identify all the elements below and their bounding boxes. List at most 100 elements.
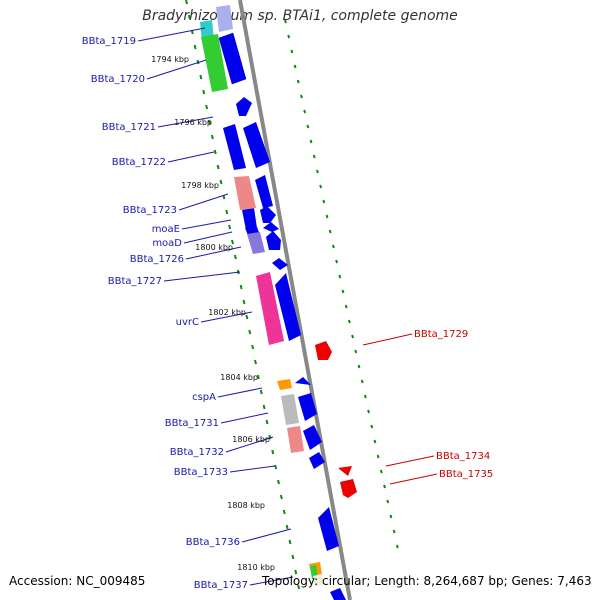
inner-track-dash bbox=[254, 359, 257, 365]
feature-BBta_1736 bbox=[318, 507, 339, 551]
outer-track-dash bbox=[338, 274, 342, 279]
feature-BBta_1734 bbox=[338, 466, 352, 476]
feature-small-3 bbox=[263, 222, 279, 232]
gene-label-BBta_1736[interactable]: BBta_1736 bbox=[186, 537, 240, 548]
gene-label-BBta_1729[interactable]: BBta_1729 bbox=[414, 329, 468, 340]
gene-label-BBta_1723[interactable]: BBta_1723 bbox=[123, 205, 177, 216]
gene-label-BBta_1721[interactable]: BBta_1721 bbox=[102, 122, 156, 133]
label-leader-line bbox=[220, 412, 269, 424]
kbp-tick-label: 1794 kbp bbox=[151, 55, 189, 64]
gene-label-BBta_1719[interactable]: BBta_1719 bbox=[82, 36, 136, 47]
outer-track-dash bbox=[379, 469, 383, 474]
inner-track-dash bbox=[185, 0, 188, 5]
outer-track-dash bbox=[303, 109, 307, 114]
outer-track-dash bbox=[360, 379, 364, 384]
gene-label-BBta_1737[interactable]: BBta_1737 bbox=[194, 580, 248, 591]
gene-label-uvrC[interactable]: uvrC bbox=[176, 317, 199, 328]
inner-track-dash bbox=[248, 329, 252, 335]
gene-label-BBta_1720[interactable]: BBta_1720 bbox=[91, 74, 145, 85]
gene-label-BBta_1731[interactable]: BBta_1731 bbox=[165, 418, 219, 429]
inner-track-dash bbox=[279, 494, 283, 500]
feature-BBta_1723-salmon bbox=[234, 176, 256, 210]
feature-BBta_1726 bbox=[266, 231, 281, 250]
feature-BBta_1720-green bbox=[201, 34, 228, 92]
kbp-tick-label: 1806 kbp bbox=[232, 435, 270, 444]
inner-track-dash bbox=[294, 569, 298, 575]
gene-label-moaE[interactable]: moaE bbox=[152, 224, 180, 235]
outer-track-dash bbox=[383, 484, 386, 489]
inner-track-dash bbox=[262, 404, 266, 410]
gene-label-BBta_1732[interactable]: BBta_1732 bbox=[170, 447, 224, 458]
feature-BBta_1720 bbox=[218, 32, 247, 85]
label-leader-line bbox=[385, 455, 435, 467]
feature-uvrC bbox=[256, 272, 284, 345]
right-labels: BBta_1729 BBta_1734 BBta_1735 bbox=[362, 329, 493, 485]
inner-track-dash bbox=[274, 464, 278, 470]
outer-track-dash bbox=[331, 244, 335, 249]
feature-BBta_1733 bbox=[309, 452, 325, 469]
outer-track-dash bbox=[354, 349, 358, 354]
genome-summary-text: Topology: circular; Length: 8,264,687 bp… bbox=[262, 574, 592, 588]
inner-track-dash bbox=[208, 119, 211, 125]
outer-track-dash bbox=[328, 229, 332, 234]
gene-label-BBta_1726[interactable]: BBta_1726 bbox=[130, 254, 184, 265]
outer-track-dash bbox=[293, 64, 297, 69]
inner-track-dash bbox=[239, 284, 243, 290]
label-leader-line bbox=[178, 193, 229, 211]
gene-label-BBta_1733[interactable]: BBta_1733 bbox=[174, 467, 228, 478]
feature-BBta_1726-purple bbox=[247, 232, 265, 254]
genome-backbone bbox=[238, 0, 352, 600]
feature-BBta_1737-fwd bbox=[330, 588, 346, 600]
colored-features bbox=[200, 20, 324, 586]
inner-track-dash bbox=[205, 104, 209, 110]
outer-track-dash bbox=[347, 319, 351, 324]
outer-track-dash bbox=[296, 79, 300, 84]
outer-track-dash bbox=[315, 169, 319, 174]
gene-label-BBta_1722[interactable]: BBta_1722 bbox=[112, 157, 166, 168]
outer-dashed-track bbox=[284, 19, 399, 549]
feature-BBta_1737-pale bbox=[313, 574, 324, 586]
feature-BBta_1719-fwd bbox=[216, 5, 233, 32]
inner-track-dash bbox=[245, 314, 249, 320]
label-leader-line bbox=[146, 59, 207, 80]
feature-BBta_1735 bbox=[340, 479, 357, 498]
outer-track-dash bbox=[373, 439, 377, 444]
gene-label-cspA[interactable]: cspA bbox=[192, 392, 216, 403]
label-leader-line bbox=[137, 27, 206, 42]
outer-track-dash bbox=[300, 94, 303, 99]
label-leader-line bbox=[249, 576, 294, 586]
outer-track-dash bbox=[322, 199, 326, 204]
outer-track-dash bbox=[341, 289, 345, 294]
gene-label-BBta_1735[interactable]: BBta_1735 bbox=[439, 469, 493, 480]
feature-cspA bbox=[277, 379, 292, 390]
inner-track-dash bbox=[187, 14, 191, 20]
kbp-tick-label: 1804 kbp bbox=[220, 373, 258, 382]
kbp-tick-label: 1800 kbp bbox=[195, 243, 233, 252]
gene-label-BBta_1734[interactable]: BBta_1734 bbox=[436, 451, 490, 462]
outer-track-dash bbox=[376, 454, 380, 459]
label-leader-line bbox=[362, 333, 413, 346]
feature-small-2 bbox=[260, 206, 276, 223]
gene-label-BBta_1727[interactable]: BBta_1727 bbox=[108, 276, 162, 287]
outer-track-dash bbox=[284, 19, 287, 24]
inner-track-dash bbox=[199, 74, 203, 80]
gene-label-moaD[interactable]: moaD bbox=[152, 238, 182, 249]
outer-track-dash bbox=[306, 124, 310, 129]
inner-track-dash bbox=[259, 389, 263, 395]
inner-track-dash bbox=[231, 239, 234, 245]
kbp-tick-label: 1802 kbp bbox=[208, 308, 246, 317]
outer-track-dash bbox=[325, 214, 329, 219]
label-leader-line bbox=[183, 231, 233, 244]
outer-track-dash bbox=[367, 409, 371, 414]
outer-track-dash bbox=[357, 364, 361, 369]
kbp-tick-label: 1796 kbp bbox=[174, 118, 212, 127]
label-leader-line bbox=[225, 436, 274, 453]
inner-track-dash bbox=[219, 179, 223, 185]
inner-track-dash bbox=[282, 509, 286, 515]
outer-track-dash bbox=[392, 529, 396, 534]
feature-BBta_1729 bbox=[315, 341, 332, 360]
inner-track-dash bbox=[228, 224, 232, 230]
inner-track-dash bbox=[265, 419, 269, 425]
outer-track-dash bbox=[344, 304, 348, 309]
